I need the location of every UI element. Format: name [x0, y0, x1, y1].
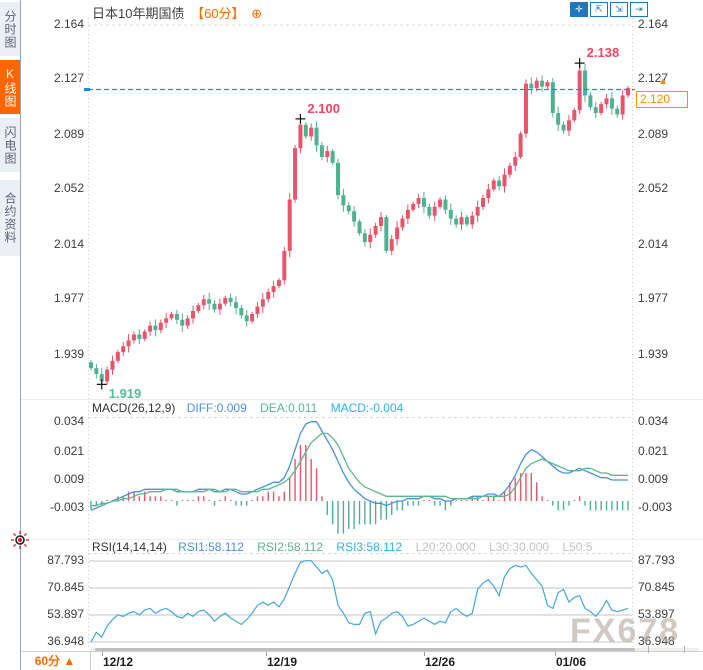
sidebar-tab-timeline[interactable]: 分时图 [0, 2, 20, 56]
price-annotation-2.138: 2.138 [586, 45, 620, 61]
x-axis-tick [266, 652, 267, 656]
macd-axis-label: -0.003 [49, 499, 84, 514]
rsi-header: RSI(14,14,14) RSI1:58.112 RSI2:58.112 RS… [92, 540, 602, 554]
price-axis-label: 1.939 [638, 347, 669, 361]
x-axis-tick [102, 652, 103, 656]
instrument-name: 日本10年期国债 [92, 6, 185, 21]
zoom-in-icon[interactable]: ⇱ [590, 2, 608, 17]
x-axis-date: 12/19 [267, 655, 298, 669]
price-annotation-2.100: 2.100 [307, 100, 340, 116]
price-axis-label: 2.089 [638, 127, 669, 141]
rsi-name: RSI(14,14,14) [92, 540, 167, 554]
macd-macd-value: MACD:-0.004 [330, 401, 404, 415]
rsi1-value: RSI1:58.112 [178, 540, 244, 554]
macd-axis-label: 0.009 [53, 472, 84, 486]
chart-title: 日本10年期国债 【60分】 ⊕ [92, 3, 262, 22]
sidebar-tab-contract-info[interactable]: 合约资料 [0, 180, 20, 256]
rsi-axis-label: 87.793 [638, 553, 675, 567]
chart-toolbar: ✛ ⇱ ⇲ ⇥ [570, 2, 648, 17]
price-axis-label: 1.977 [638, 291, 669, 306]
indicator-hot-icon[interactable] [10, 530, 30, 550]
price-annotation-1.919: 1.919 [108, 386, 142, 402]
price-axis-label: 2.089 [53, 127, 84, 141]
add-indicator-icon[interactable]: ⊕ [251, 6, 263, 21]
macd-axis-label: 0.034 [638, 413, 669, 428]
macd-axis-label: 0.021 [638, 444, 669, 458]
price-axis-label: 2.127 [638, 71, 669, 86]
price-axis-label: 2.014 [53, 237, 84, 251]
rsi2-value: RSI2:58.112 [257, 540, 324, 554]
price-axis-label: 2.014 [638, 237, 669, 251]
price-axis-label: 2.164 [638, 17, 669, 31]
x-axis-date: 01/06 [556, 655, 587, 669]
last-price-box: 2.120 [636, 90, 688, 108]
price-axis-label: 2.164 [53, 17, 84, 31]
price-axis-label: 2.127 [53, 71, 84, 86]
exit-chart-icon[interactable]: ⇥ [630, 2, 648, 17]
x-axis-tick [555, 652, 556, 656]
sidebar-tab-lightning[interactable]: 闪电图 [0, 118, 20, 172]
timeframe-label: 【60分】 [191, 6, 245, 21]
macd-name: MACD(26,12,9) [92, 401, 176, 415]
macd-axis-label: 0.034 [53, 413, 84, 428]
zoom-out-icon[interactable]: ⇲ [610, 2, 628, 17]
macd-axis-label: -0.003 [638, 499, 673, 514]
macd-header: MACD(26,12,9) DIFF:0.009 DEA:0.011 MACD:… [92, 401, 413, 415]
macd-diff-value: DIFF:0.009 [186, 401, 247, 415]
rsi-l50-value: L50:5 [562, 540, 593, 554]
timeframe-selector[interactable]: 60分 ▲ [20, 652, 91, 670]
macd-axis-label: 0.009 [638, 472, 669, 486]
rsi-axis-label: 87.793 [47, 553, 84, 567]
x-axis-date: 12/26 [425, 655, 456, 669]
macd-axis-label: 0.021 [53, 444, 84, 458]
rsi-axis-label: 53.897 [47, 607, 84, 621]
rsi-l30-value: L30:30.000 [488, 540, 550, 554]
rsi-axis-label: 36.948 [638, 633, 675, 648]
x-axis-date: 12/12 [103, 655, 134, 669]
rsi-l20-value: L20:20.000 [415, 540, 476, 554]
rsi3-value: RSI3:58.112 [336, 540, 403, 554]
rsi-axis-label: 70.845 [47, 580, 84, 594]
macd-dea-value: DEA:0.011 [260, 401, 318, 415]
crosshair-icon[interactable]: ✛ [570, 2, 588, 17]
price-axis-label: 1.977 [53, 291, 84, 306]
price-axis-label: 2.052 [638, 181, 669, 196]
rsi-axis-label: 36.948 [47, 633, 84, 648]
price-axis-label: 2.052 [53, 181, 84, 196]
sidebar-tab-kline[interactable]: K线图 [0, 60, 20, 114]
sidebar: 分时图 K线图 闪电图 合约资料 [0, 0, 21, 670]
scrollbar-handle-icon[interactable] [684, 646, 685, 653]
watermark: FX678 [570, 612, 681, 650]
scrollbar-thumb[interactable] [95, 648, 635, 651]
x-axis-tick [424, 652, 425, 656]
bottom-bar: 60分 ▲ 12/12 12/19 12/26 01/06 [20, 651, 703, 670]
rsi-axis-label: 53.897 [638, 607, 675, 621]
scrollbar-handle-icon[interactable] [648, 646, 649, 653]
rsi-axis-label: 70.845 [638, 580, 675, 594]
price-axis-label: 1.939 [53, 347, 84, 361]
last-price-up-triangle: ▲ [658, 75, 668, 87]
